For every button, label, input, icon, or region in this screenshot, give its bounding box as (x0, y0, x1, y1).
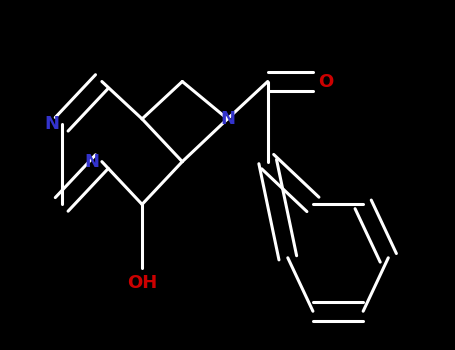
Text: O: O (318, 72, 333, 91)
Text: N: N (84, 153, 99, 171)
Text: OH: OH (127, 274, 157, 292)
Text: N: N (44, 115, 59, 133)
Text: N: N (220, 110, 235, 128)
